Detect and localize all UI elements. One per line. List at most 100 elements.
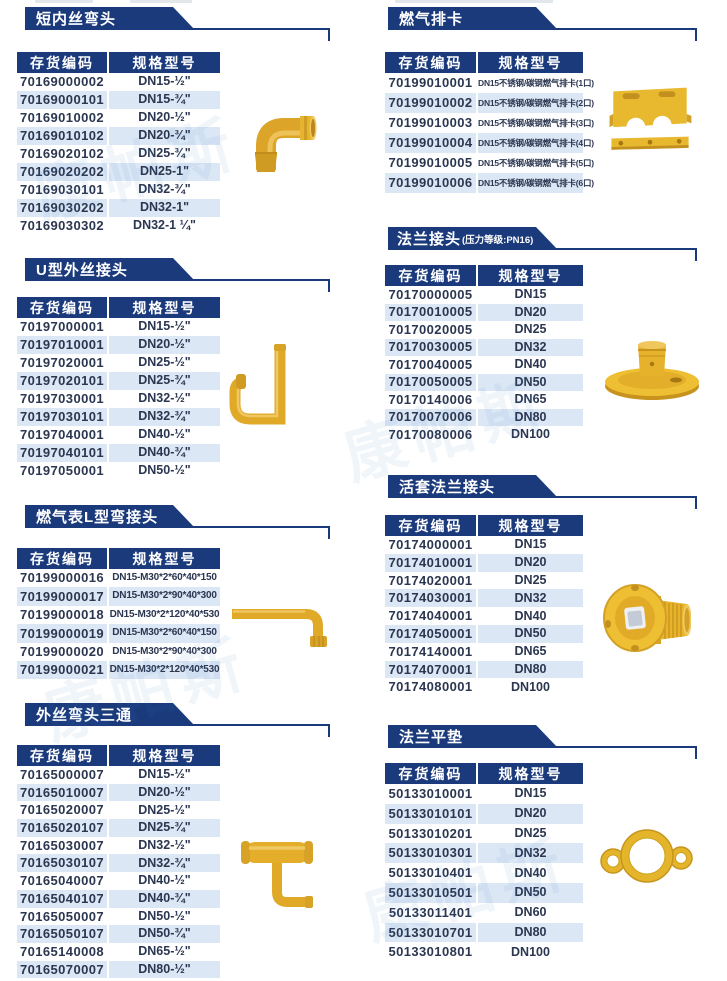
section-banner: 短内丝弯头 <box>25 7 195 30</box>
inventory-code-cell: 70199010006 <box>388 175 473 191</box>
table-row: 70169010002 DN20-½" <box>17 109 220 127</box>
spec-cell: DN20 <box>476 553 583 572</box>
section-banner: 燃气排卡 <box>388 7 558 30</box>
spec-cell: DN80 <box>476 408 583 426</box>
inventory-code-cell: 70165050107 <box>20 926 104 942</box>
table-row: 70199000017 DN15-M30*2*90*40*300 <box>17 587 220 606</box>
spec-cell: DN15-M30*2*60*40*150 <box>107 624 220 643</box>
spec-cell: DN25-¾" <box>107 145 220 163</box>
inventory-code-cell: 70169030101 <box>20 182 104 198</box>
inventory-code-cell: 70199010001 <box>388 75 473 91</box>
spec-cell: DN15不锈钢/碳钢燃气排卡(3口) <box>476 113 594 133</box>
table-row: 70174140001 DN65 <box>385 642 583 661</box>
spec-cell: DN15-M30*2*90*40*300 <box>107 642 220 661</box>
table-row: 70197030001 DN32-½" <box>17 390 220 408</box>
column-header: 存货编码 <box>385 763 477 784</box>
inventory-code-cell: 70174040001 <box>388 608 473 624</box>
inventory-code-cell: 70199000019 <box>20 625 104 641</box>
section-title: 燃气表L型弯接头 <box>36 509 159 526</box>
spec-cell: DN15不锈钢/碳钢燃气排卡(5口) <box>476 153 594 173</box>
column-header: 存货编码 <box>17 297 108 318</box>
inventory-code-cell: 50133010801 <box>388 944 473 960</box>
column-header: 存货编码 <box>17 52 108 73</box>
spec-cell: DN32-1 ¼" <box>107 217 220 235</box>
spec-cell: DN15 <box>476 536 583 554</box>
page-top-remnant <box>395 0 553 3</box>
spec-cell: DN25 <box>476 823 583 844</box>
inventory-code-cell: 70170070006 <box>388 409 473 425</box>
spec-cell: DN25 <box>476 571 583 590</box>
inventory-code-cell: 70165020007 <box>20 802 104 818</box>
column-header: 规格型号 <box>107 297 220 318</box>
table-row: 70165040007 DN40-½" <box>17 872 220 890</box>
spec-cell: DN32-¾" <box>107 181 220 199</box>
spec-cell: DN50 <box>476 373 583 391</box>
section-title: U型外丝接头 <box>36 262 128 279</box>
product-table-flange-joint: 存货编码 规格型号 70170000005 DN15 70170010005 DN20 70… <box>385 265 583 444</box>
table-row: 70170080006 DN100 <box>385 426 583 444</box>
inventory-code-cell: 70169030302 <box>20 218 104 234</box>
table-row: 70199010004 DN15不锈钢/碳钢燃气排卡(4口) <box>385 133 594 153</box>
inventory-code-cell: 70165010007 <box>20 784 104 800</box>
spec-cell: DN32-¾" <box>107 408 220 426</box>
inventory-code-cell: 70174050001 <box>388 626 473 642</box>
inventory-code-cell: 70199000018 <box>20 607 104 623</box>
product-photo-flange-icon <box>600 334 705 404</box>
table-row: 70199000021 DN15-M30*2*120*40*530 <box>17 660 220 680</box>
product-photo-l-pipe-icon <box>230 602 330 650</box>
table-row: 70199010003 DN15不锈钢/碳钢燃气排卡(3口) <box>385 113 594 133</box>
spec-cell: DN15-¾" <box>107 91 220 109</box>
inventory-code-cell: 70169020202 <box>20 164 104 180</box>
spec-cell: DN100 <box>476 426 583 444</box>
product-photo-gasket-icon <box>599 828 694 886</box>
section-banner: 法兰接头 (压力等级:PN16) <box>388 227 558 250</box>
table-row: 70174040001 DN40 <box>385 607 583 625</box>
table-row: 70165000007 DN15-½" <box>17 766 220 784</box>
inventory-code-cell: 70197040001 <box>20 427 104 443</box>
spec-cell: DN50 <box>476 882 583 903</box>
table-row: 70165140008 DN65-½" <box>17 942 220 961</box>
inventory-code-cell: 70197030001 <box>20 391 104 407</box>
table-row: 70199000016 DN15-M30*2*60*40*150 <box>17 569 220 588</box>
spec-cell: DN25-1" <box>107 163 220 181</box>
spec-cell: DN15-½" <box>107 318 220 336</box>
inventory-code-cell: 70199000017 <box>20 588 104 604</box>
inventory-code-cell: 70169000002 <box>20 74 104 90</box>
product-table-short-elbow: 存货编码 规格型号 70169000002 DN15-½" 70169000101 DN1… <box>17 52 220 235</box>
spec-cell: DN15-½" <box>107 766 220 784</box>
table-row: 70170070006 DN80 <box>385 408 583 426</box>
table-row: 70174080001 DN100 <box>385 678 583 697</box>
column-header: 规格型号 <box>476 52 583 73</box>
inventory-code-cell: 70170010005 <box>388 304 473 320</box>
table-row: 70199010005 DN15不锈钢/碳钢燃气排卡(5口) <box>385 153 594 173</box>
spec-cell: DN15不锈钢/碳钢燃气排卡(4口) <box>476 133 594 153</box>
table-row: 70170000005 DN15 <box>385 286 583 304</box>
table-row: 70169020102 DN25-¾" <box>17 145 220 163</box>
table-row: 70199010001 DN15不锈钢/碳钢燃气排卡(1口) <box>385 73 594 93</box>
spec-cell: DN20-¾" <box>107 127 220 145</box>
column-header: 存货编码 <box>385 515 477 536</box>
table-row: 70165030107 DN32-¾" <box>17 854 220 873</box>
spec-cell: DN65 <box>476 391 583 409</box>
inventory-code-cell: 70174080001 <box>388 679 473 695</box>
table-row: 70174070001 DN80 <box>385 660 583 679</box>
table-row: 50133010501 DN50 <box>385 882 583 903</box>
spec-cell: DN15不锈钢/碳钢燃气排卡(1口) <box>476 73 594 93</box>
inventory-code-cell: 70197020001 <box>20 355 104 371</box>
spec-cell: DN100 <box>476 942 583 963</box>
table-row: 70199000018 DN15-M30*2*120*40*530 <box>17 605 220 625</box>
table-row: 50133010401 DN40 <box>385 863 583 883</box>
table-row: 70165030007 DN32-½" <box>17 836 220 855</box>
inventory-code-cell: 70170030005 <box>388 339 473 355</box>
table-row: 70165020107 DN25-¾" <box>17 819 220 837</box>
table-row: 70169030302 DN32-1 ¼" <box>17 217 220 235</box>
inventory-code-cell: 70174070001 <box>388 661 473 677</box>
table-row: 50133010101 DN20 <box>385 803 583 824</box>
table-row: 70174000001 DN15 <box>385 536 583 554</box>
spec-cell: DN20-½" <box>107 109 220 127</box>
table-row: 70199000019 DN15-M30*2*60*40*150 <box>17 624 220 643</box>
spec-cell: DN65 <box>476 642 583 661</box>
column-header: 存货编码 <box>17 745 108 766</box>
inventory-code-cell: 70197030101 <box>20 409 104 425</box>
page-top-remnant <box>35 0 93 3</box>
